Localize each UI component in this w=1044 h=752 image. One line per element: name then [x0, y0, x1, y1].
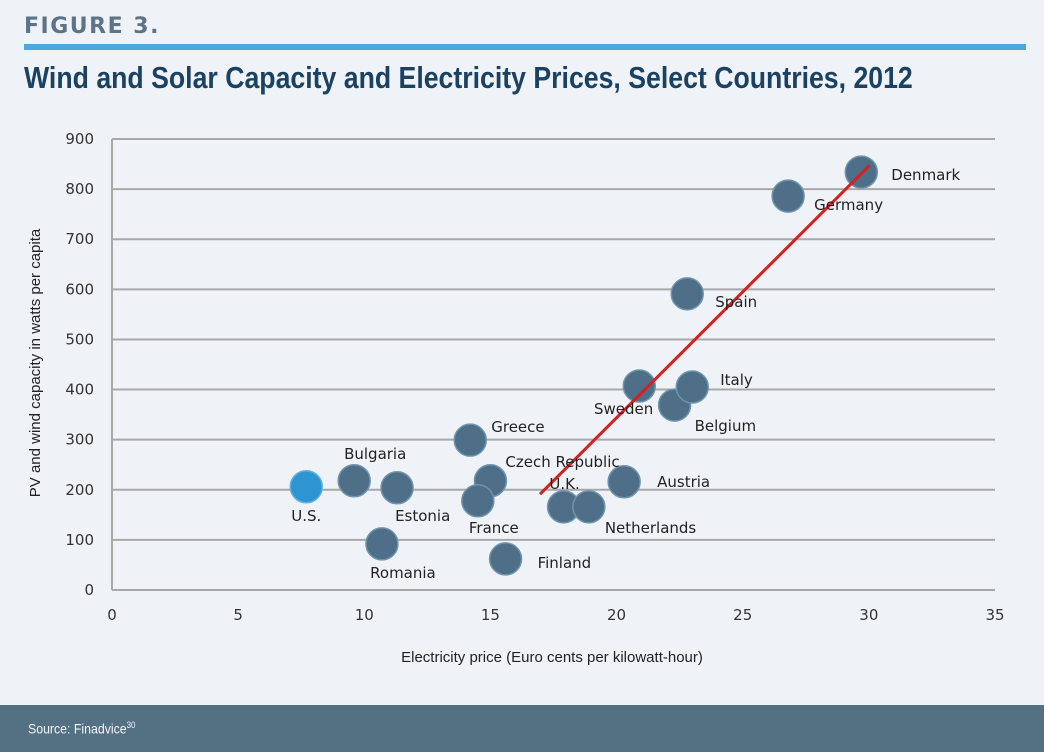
trendline-group	[539, 164, 871, 495]
y-tick-label: 600	[65, 280, 94, 298]
x-axis-title: Electricity price (Euro cents per kilowa…	[401, 649, 703, 666]
y-tick-label: 400	[65, 381, 94, 399]
data-point	[453, 423, 487, 457]
point-label: Denmark	[891, 166, 960, 184]
point-label: Bulgaria	[344, 445, 406, 463]
y-axis-title: PV and wind capacity in watts per capita	[27, 228, 44, 497]
source-ref: 30	[126, 720, 136, 730]
data-point	[607, 465, 641, 499]
x-tick-label: 5	[233, 606, 243, 624]
y-tick-labels: 0 100 200 300 400 500 600 700 800 900	[65, 130, 94, 599]
y-tick-label: 800	[65, 180, 94, 198]
data-point	[675, 370, 710, 404]
data-point	[337, 464, 371, 498]
y-tick-label: 900	[65, 130, 94, 148]
point-label: U.S.	[291, 507, 321, 525]
data-point	[365, 527, 399, 561]
x-tick-label: 0	[107, 606, 117, 624]
gridlines	[112, 138, 995, 541]
data-point	[572, 490, 606, 524]
point-labels: U.S. Bulgaria Estonia Romania Greece Czech Re…	[291, 166, 960, 582]
y-tick-label: 500	[65, 330, 94, 348]
footer-bar: Source: Finadvice30	[0, 705, 1044, 752]
y-tick-label: 100	[65, 531, 94, 549]
x-tick-label: 25	[733, 606, 752, 624]
accent-rule	[24, 44, 1026, 50]
point-label: Greece	[491, 418, 544, 436]
x-tick-labels: 0 5 10 15 20 25 30 35	[107, 606, 1004, 624]
point-label: U.K.	[549, 475, 579, 493]
data-point	[461, 484, 495, 518]
y-tick-label: 300	[65, 431, 94, 449]
chart-title: Wind and Solar Capacity and Electricity …	[24, 60, 913, 95]
axes	[111, 139, 995, 591]
trendline	[539, 164, 871, 495]
scatter-chart: 0 100 200 300 400 500 600 700 800 900 0 5 10 15 20 25 3…	[27, 130, 1005, 666]
data-point	[289, 470, 324, 504]
y-tick-label: 200	[65, 481, 94, 499]
x-tick-label: 15	[481, 606, 500, 624]
point-label: Spain	[715, 293, 757, 311]
point-label: Finland	[538, 554, 592, 572]
point-label: Estonia	[395, 507, 450, 525]
point-label: Austria	[657, 473, 710, 491]
point-label: Czech Republic	[505, 453, 619, 471]
data-point	[380, 471, 414, 505]
point-label: Italy	[720, 371, 753, 389]
point-label: Belgium	[695, 417, 757, 435]
data-point	[622, 369, 657, 403]
data-point	[488, 542, 523, 576]
data-point	[670, 277, 704, 311]
x-tick-label: 20	[607, 606, 626, 624]
data-points	[289, 155, 879, 576]
point-label: Germany	[814, 196, 883, 214]
data-point	[771, 179, 805, 213]
figure-label: FIGURE 3.	[24, 14, 160, 39]
y-tick-label: 0	[84, 581, 94, 599]
x-tick-label: 35	[985, 606, 1004, 624]
source-text: Source: Finadvice	[28, 720, 127, 737]
point-label: France	[469, 519, 519, 537]
y-tick-label: 700	[65, 230, 94, 248]
point-label: Sweden	[594, 400, 653, 418]
point-label: Romania	[370, 564, 436, 582]
x-tick-label: 30	[859, 606, 878, 624]
x-tick-label: 10	[355, 606, 374, 624]
source-note: Source: Finadvice30	[28, 720, 135, 737]
point-label: Netherlands	[605, 519, 697, 537]
